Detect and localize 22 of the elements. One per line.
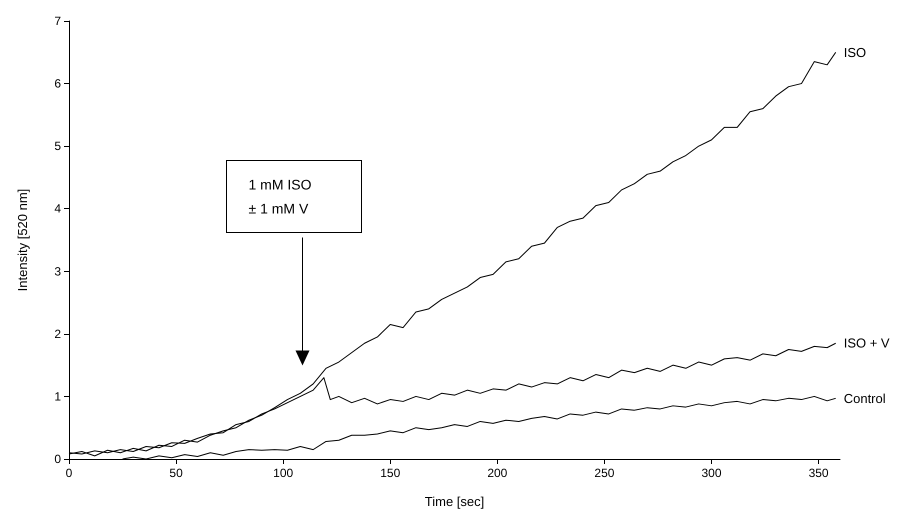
series-label: Control — [844, 390, 886, 406]
x-tick-label: 50 — [169, 466, 184, 480]
y-tick-label: 4 — [54, 202, 62, 216]
x-tick-label: 100 — [273, 466, 294, 480]
x-axis-title: Time [sec] — [424, 494, 484, 509]
series-label: ISO — [844, 44, 866, 60]
x-tick-label: 250 — [594, 466, 615, 480]
y-axis-title: Intensity [520 nm] — [15, 188, 30, 292]
series-label: ISO + V — [844, 336, 890, 351]
y-tick-label: 0 — [54, 452, 62, 466]
y-tick-label: 2 — [54, 326, 62, 341]
x-tick-label: 150 — [380, 466, 401, 480]
y-tick-label: 7 — [54, 14, 62, 28]
y-tick-label: 1 — [54, 389, 62, 404]
y-tick-label: 3 — [54, 264, 62, 278]
x-tick-label: 300 — [701, 466, 722, 480]
y-tick-label: 5 — [54, 139, 62, 154]
annotation: 1 mM ISO ± 1 mM V — [248, 176, 312, 216]
x-tick-label: 0 — [66, 466, 73, 480]
y-tick-label: 6 — [54, 76, 62, 91]
x-tick-label: 200 — [487, 466, 508, 480]
x-tick-label: 350 — [808, 466, 829, 480]
